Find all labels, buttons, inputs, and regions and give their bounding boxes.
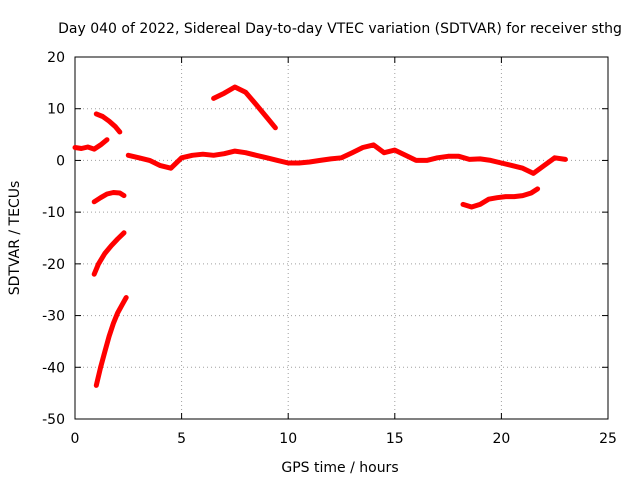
- y-tick-label: -40: [42, 360, 65, 376]
- plot-frame: [74, 56, 609, 420]
- grid-layer: [75, 57, 608, 419]
- series-line-seg-minus-40: [93, 295, 129, 388]
- y-tick-label: -50: [42, 412, 65, 428]
- y-tick-label: 20: [47, 50, 65, 66]
- series-line-seg-minus-20: [91, 230, 127, 277]
- y-tick-label: -20: [42, 257, 65, 273]
- x-tick-label: 10: [279, 431, 297, 447]
- series-line-main: [72, 137, 110, 152]
- series-line-seg-upper-left: [93, 111, 123, 135]
- y-tick-label: 0: [56, 153, 65, 169]
- y-tick-label: -10: [42, 205, 65, 221]
- chart-title: Day 040 of 2022, Sidereal Day-to-day VTE…: [58, 21, 622, 37]
- x-tick-label: 20: [492, 431, 510, 447]
- tick-layer: 0 5 10 15 20 25 -50 -40 -30 -20 -10 0 10 20: [42, 50, 617, 447]
- series-line-seg-late-low: [460, 186, 541, 210]
- series-layer: [72, 84, 568, 388]
- y-axis-label: SDTVAR / TECUs: [7, 181, 23, 296]
- x-tick-label: 0: [71, 431, 80, 447]
- y-tick-label: -30: [42, 309, 65, 325]
- series-line-seg-day: [125, 142, 568, 176]
- series-line-seg-midday-high: [211, 84, 278, 131]
- x-axis-label: GPS time / hours: [281, 460, 398, 476]
- series-line-seg-minus-7: [91, 190, 127, 205]
- y-tick-label: 10: [47, 102, 65, 118]
- x-tick-label: 15: [386, 431, 404, 447]
- x-tick-label: 5: [177, 431, 186, 447]
- x-tick-label: 25: [599, 431, 617, 447]
